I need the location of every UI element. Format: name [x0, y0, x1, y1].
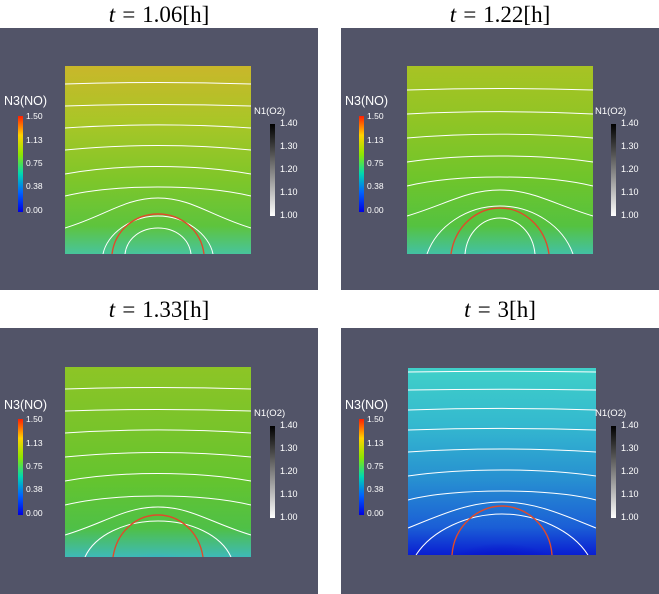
- n1-colorbar: [270, 426, 275, 518]
- n1-colorbar: [611, 124, 616, 216]
- panel-title: t = 1.22[h]: [449, 2, 551, 27]
- n1-colorbar: [611, 426, 616, 518]
- concentration-field: [407, 66, 593, 254]
- cell-boundary: [451, 505, 553, 555]
- n3-colorbar: [359, 419, 364, 515]
- panel-title: t = 3[h]: [464, 297, 536, 322]
- field-svg: [408, 368, 596, 555]
- field-svg: [407, 66, 593, 254]
- panel-t-1-06: t = 1.06[h]: [0, 0, 318, 290]
- n3-colorbar-title: N3(NO): [4, 398, 48, 412]
- core-region: [96, 513, 220, 557]
- n3-colorbar: [359, 116, 364, 212]
- viewport: N3(NO) 1.50 1.13 0.75 0.38 0.00 N1(O2) 1…: [0, 28, 318, 290]
- n3-colorbar-title: N3(NO): [345, 398, 389, 412]
- n1-colorbar-title: N1(O2): [254, 106, 286, 117]
- contour-lines: [408, 370, 596, 555]
- viewport: N3(NO) 1.50 1.13 0.75 0.38 0.00 N1(O2) 1…: [341, 28, 659, 290]
- cell-boundary: [450, 207, 550, 254]
- concentration-field: [65, 367, 251, 557]
- contour-lines: [407, 88, 593, 254]
- n3-colorbar-title: N3(NO): [4, 94, 48, 108]
- n3-colorbar: [18, 419, 23, 515]
- contour-lines: [65, 387, 251, 557]
- concentration-field: [65, 66, 251, 254]
- n1-colorbar-title: N1(O2): [595, 408, 627, 419]
- n3-colorbar: [18, 116, 23, 212]
- core-region: [428, 495, 576, 555]
- panel-title: t = 1.06[h]: [108, 2, 210, 27]
- cell-boundary: [112, 514, 204, 557]
- panel-t-1-22: t = 1.22[h]: [341, 0, 659, 290]
- viewport: N3(NO) 1.50 1.13 0.75 0.38 0.00 N1(O2) 1…: [0, 328, 318, 594]
- panel-t-3: t = 3[h]: [341, 297, 659, 594]
- panel-title: t = 1.33[h]: [108, 297, 210, 322]
- n1-colorbar: [270, 124, 275, 216]
- n1-colorbar-title: N1(O2): [595, 106, 627, 117]
- viewport: N3(NO) 1.50 1.13 0.75 0.38 0.00 N1(O2) 1…: [341, 328, 659, 594]
- contour-lines: [65, 82, 251, 254]
- n3-colorbar-title: N3(NO): [345, 94, 389, 108]
- field-svg: [65, 66, 251, 254]
- cell-boundary: [111, 213, 205, 254]
- field-svg: [65, 367, 251, 557]
- concentration-field: [408, 368, 596, 555]
- panel-t-1-33: t = 1.33[h]: [0, 297, 318, 594]
- core-region: [438, 214, 562, 254]
- n1-colorbar-title: N1(O2): [254, 408, 286, 419]
